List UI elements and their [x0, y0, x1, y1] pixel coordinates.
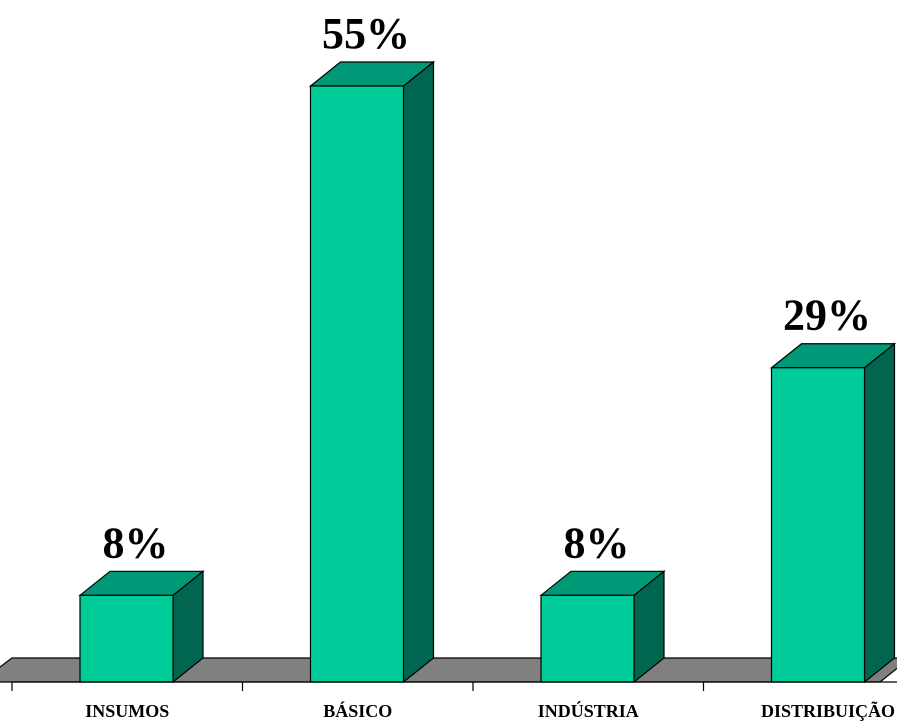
bar [78, 570, 205, 684]
x-tick-label: DISTRIBUIÇÃO [761, 700, 895, 721]
bar-front-face [770, 367, 866, 683]
bar [769, 342, 897, 684]
chart-data-labels: 8% 55% 8% 29% [103, 9, 872, 567]
x-tick-label: INDÚSTRIA [538, 700, 639, 721]
data-label: 8% [103, 518, 169, 567]
bar-side-face [402, 60, 435, 684]
data-label: 8% [564, 518, 630, 567]
data-label: 29% [783, 291, 871, 340]
bar [539, 570, 666, 684]
bar-front-face [309, 85, 405, 683]
chart-x-axis: INSUMOS BÁSICO INDÚSTRIA DISTRIBUIÇÃO [11, 681, 897, 721]
chart-bars [78, 60, 897, 684]
bar [308, 60, 436, 684]
bar-front-face [79, 594, 174, 683]
bar-side-face [863, 342, 896, 684]
x-tick-label: BÁSICO [323, 700, 392, 721]
bar-front-face [540, 594, 635, 683]
x-tick-label: INSUMOS [85, 701, 169, 721]
data-label: 55% [322, 9, 410, 58]
